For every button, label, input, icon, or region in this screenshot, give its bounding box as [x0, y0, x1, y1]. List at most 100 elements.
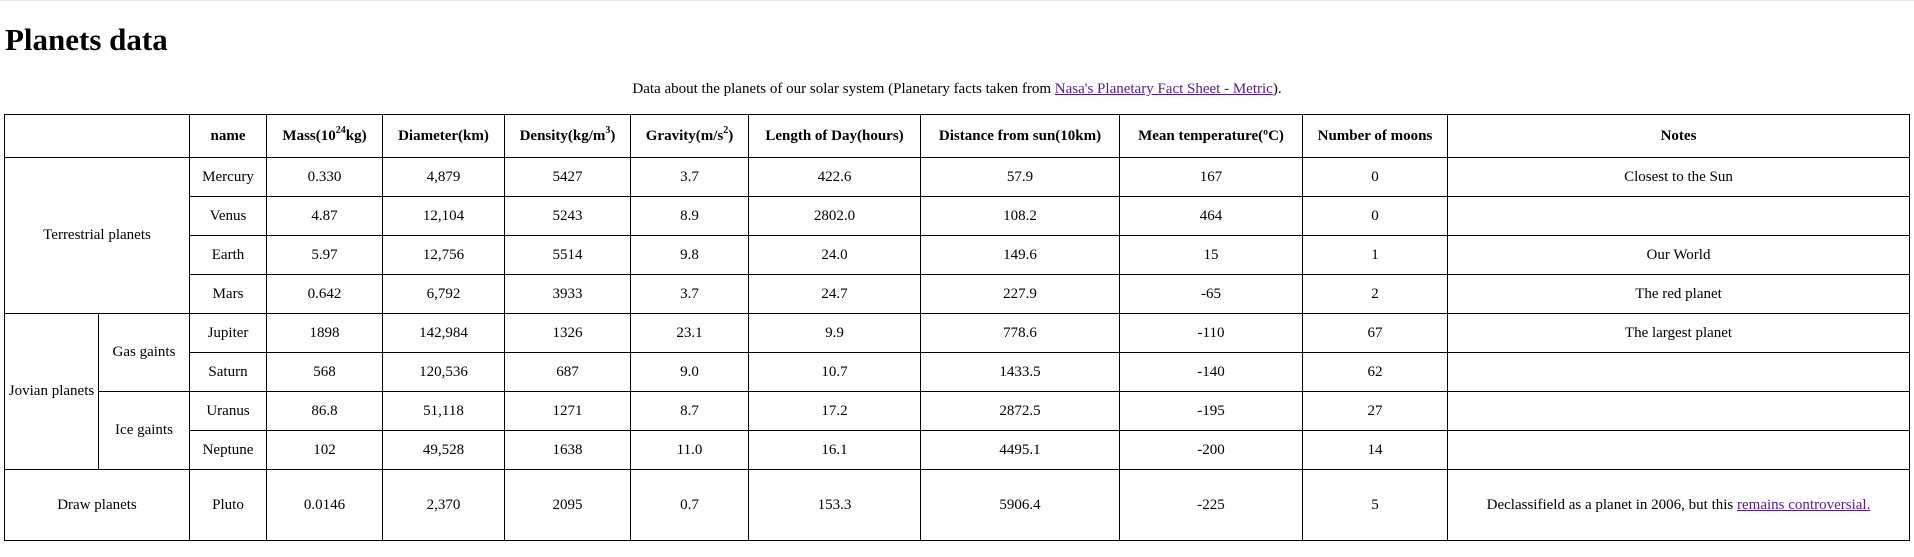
cell-name: Pluto — [189, 469, 267, 541]
cell-notes: The largest planet — [1447, 313, 1910, 353]
cell-name: Saturn — [189, 352, 267, 392]
cell-notes: Closest to the Sun — [1447, 157, 1910, 197]
cell-day-length: 9.9 — [748, 313, 921, 353]
caption-prefix: Data about the planets of our solar syst… — [632, 81, 1055, 97]
cell-moons: 62 — [1302, 352, 1448, 392]
table-row-earth: Earth 5.97 12,756 5514 9.8 24.0 149.6 15… — [5, 235, 1910, 275]
cell-distance: 778.6 — [920, 313, 1120, 353]
header-density-exponent: 3 — [605, 124, 611, 136]
cell-day-length: 16.1 — [748, 430, 921, 470]
cell-distance: 227.9 — [920, 274, 1120, 314]
cell-mass: 568 — [266, 352, 383, 392]
cell-temperature: 464 — [1119, 196, 1303, 236]
cell-name: Neptune — [189, 430, 267, 470]
remains-controversial-link[interactable]: remains controversial. — [1737, 496, 1871, 513]
cell-diameter: 12,104 — [382, 196, 505, 236]
cell-moons: 5 — [1302, 469, 1448, 541]
cell-gravity: 0.7 — [630, 469, 749, 541]
nasa-fact-sheet-link[interactable]: Nasa's Planetary Fact Sheet - Metric — [1054, 81, 1273, 97]
cell-notes — [1447, 352, 1910, 392]
header-mass-suffix: kg) — [345, 127, 367, 144]
header-density-prefix: Density(kg/m — [519, 127, 606, 144]
cell-moons: 2 — [1302, 274, 1448, 314]
cell-diameter: 120,536 — [382, 352, 505, 392]
table-row-jupiter: Jovian planets Gas gaints Jupiter 1898 1… — [4, 313, 1910, 470]
cell-diameter: 12,756 — [382, 235, 505, 275]
planets-table: name Mass(1024kg) Diameter(km) Density(k… — [4, 114, 1910, 541]
cell-day-length: 17.2 — [748, 391, 921, 431]
header-distance: Distance from sun(10km) — [920, 114, 1120, 158]
header-gravity: Gravity(m/s2) — [630, 114, 749, 158]
cell-temperature: -65 — [1119, 274, 1303, 314]
table-caption: Data about the planets of our solar syst… — [0, 79, 1914, 99]
cell-density: 5243 — [504, 196, 631, 236]
cell-temperature: 167 — [1119, 157, 1303, 197]
cell-day-length: 24.7 — [748, 274, 921, 314]
header-mass: Mass(1024kg) — [266, 114, 383, 158]
cell-distance: 2872.5 — [920, 391, 1120, 431]
cell-temperature: -200 — [1119, 430, 1303, 470]
notes-text: Declassifield as a planet in 2006, but t… — [1486, 496, 1738, 513]
cell-diameter: 4,879 — [382, 157, 505, 197]
table-row-neptune: Neptune 102 49,528 1638 11.0 16.1 4495.1… — [5, 430, 1910, 470]
cell-distance: 4495.1 — [920, 430, 1120, 470]
header-gravity-suffix: ) — [728, 127, 734, 144]
cell-distance: 5906.4 — [920, 469, 1120, 541]
table-row-venus: Venus 4.87 12,104 5243 8.9 2802.0 108.2 … — [5, 196, 1910, 236]
cell-name: Venus — [189, 196, 267, 236]
header-gravity-prefix: Gravity(m/s — [645, 127, 724, 144]
cell-notes — [1447, 430, 1910, 470]
cell-distance: 1433.5 — [920, 352, 1120, 392]
cell-day-length: 153.3 — [748, 469, 921, 541]
cell-moons: 0 — [1302, 157, 1448, 197]
header-row: name Mass(1024kg) Diameter(km) Density(k… — [4, 114, 1910, 158]
cell-moons: 1 — [1302, 235, 1448, 275]
header-moons: Number of moons — [1302, 114, 1448, 158]
table-row-mercury: Terrestrial planets Mercury 0.330 4,879 … — [4, 157, 1910, 314]
group-jovian: Jovian planets — [4, 313, 99, 470]
cell-day-length: 422.6 — [748, 157, 921, 197]
cell-mass: 86.8 — [266, 391, 383, 431]
cell-distance: 57.9 — [920, 157, 1120, 197]
cell-density: 1326 — [504, 313, 631, 353]
cell-moons: 27 — [1302, 391, 1448, 431]
cell-name: Mercury — [189, 157, 267, 197]
cell-moons: 67 — [1302, 313, 1448, 353]
cell-density: 5427 — [504, 157, 631, 197]
table-row-mars: Mars 0.642 6,792 3933 3.7 24.7 227.9 -65… — [5, 274, 1910, 314]
cell-temperature: -110 — [1119, 313, 1303, 353]
header-diameter: Diameter(km) — [382, 114, 505, 158]
header-mass-exponent: 24 — [335, 124, 346, 136]
header-mass-prefix: Mass(10 — [282, 127, 336, 144]
cell-density: 1271 — [504, 391, 631, 431]
cell-notes — [1447, 391, 1910, 431]
cell-moons: 0 — [1302, 196, 1448, 236]
cell-distance: 149.6 — [920, 235, 1120, 275]
cell-temperature: 15 — [1119, 235, 1303, 275]
header-density: Density(kg/m3) — [504, 114, 631, 158]
cell-gravity: 3.7 — [630, 157, 749, 197]
cell-gravity: 3.7 — [630, 274, 749, 314]
cell-density: 687 — [504, 352, 631, 392]
cell-gravity: 23.1 — [630, 313, 749, 353]
cell-day-length: 24.0 — [748, 235, 921, 275]
cell-density: 1638 — [504, 430, 631, 470]
cell-notes: Our World — [1447, 235, 1910, 275]
cell-temperature: -140 — [1119, 352, 1303, 392]
cell-gravity: 11.0 — [630, 430, 749, 470]
cell-diameter: 51,118 — [382, 391, 505, 431]
cell-distance: 108.2 — [920, 196, 1120, 236]
cell-name: Earth — [189, 235, 267, 275]
cell-mass: 0.0146 — [266, 469, 383, 541]
cell-mass: 5.97 — [266, 235, 383, 275]
cell-diameter: 6,792 — [382, 274, 505, 314]
cell-gravity: 9.0 — [630, 352, 749, 392]
header-name: name — [189, 114, 267, 158]
cell-diameter: 142,984 — [382, 313, 505, 353]
cell-mass: 1898 — [266, 313, 383, 353]
cell-mass: 0.330 — [266, 157, 383, 197]
cell-name: Jupiter — [189, 313, 267, 353]
table-row-uranus: Ice gaints Uranus 86.8 51,118 1271 8.7 1… — [5, 391, 1910, 470]
cell-moons: 14 — [1302, 430, 1448, 470]
subgroup-gas-giants: Gas gaints — [98, 313, 190, 392]
